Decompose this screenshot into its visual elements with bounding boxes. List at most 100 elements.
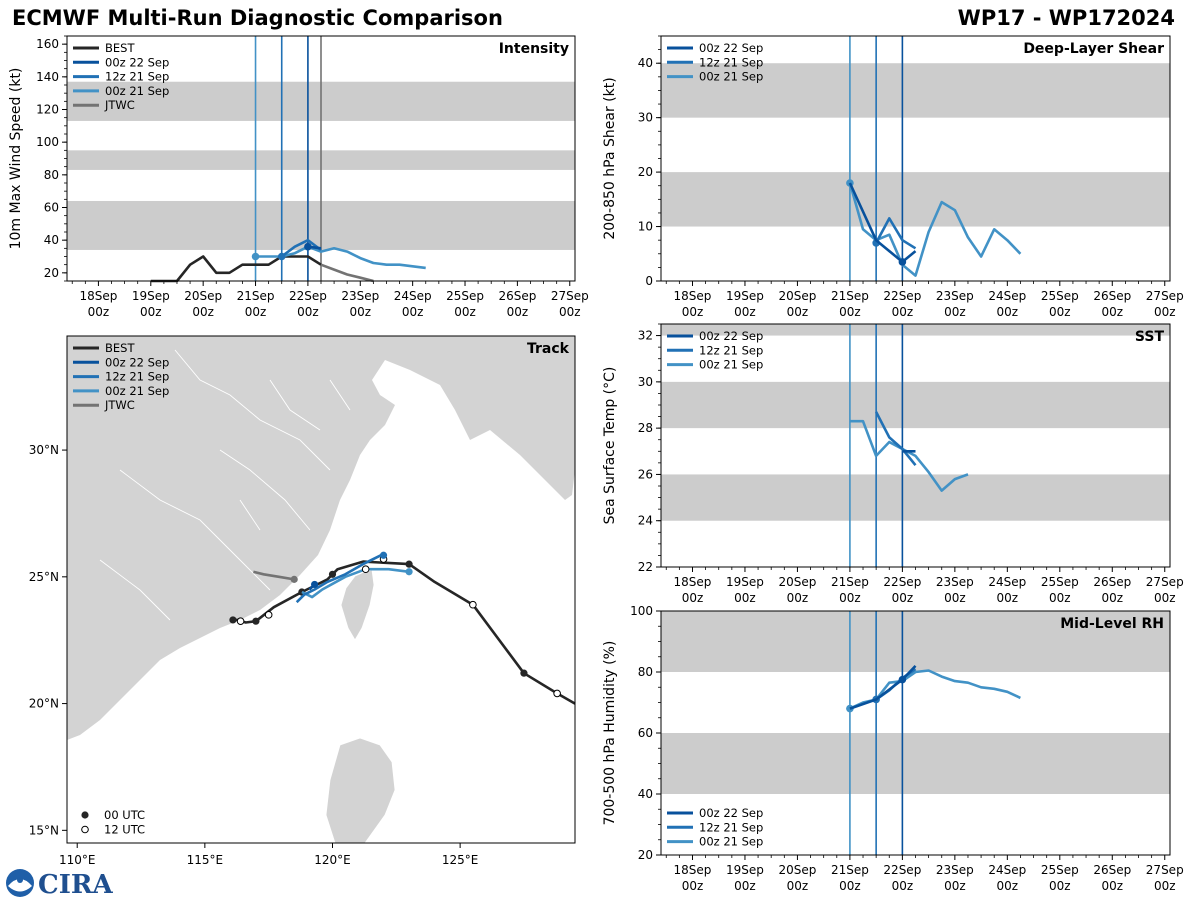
x-tick-label-date: 21Sep [831,575,869,589]
x-tick-label-hour: 00z [892,879,914,893]
x-tick-label-date: 18Sep [674,289,712,303]
legend-label: 12z 21 Sep [699,55,763,69]
y-axis-label: Sea Surface Temp (°C) [602,367,618,525]
y-tick-label: 24 [638,514,653,528]
x-tick-label-hour: 00z [787,305,809,319]
series-line-12z-21-sep [874,411,917,467]
shaded-band [661,474,1170,521]
x-tick-label-date: 23Sep [936,863,974,877]
x-tick-label-date: 27Sep [1146,289,1184,303]
x-tick-label-hour: 00z [1049,591,1071,605]
shaded-band [661,611,1170,672]
panel-title: Mid-Level RH [1060,616,1164,632]
x-tick-label-date: 23Sep [341,289,379,303]
series-line-00z-22-sep [848,182,917,264]
x-tick-label: 125°E [442,853,479,867]
x-tick-label-date: 22Sep [289,289,327,303]
y-tick-label: 40 [44,233,59,247]
x-tick-label-date: 24Sep [988,863,1026,877]
series-line-jtwc [320,263,374,283]
x-tick-label-hour: 00z [1154,305,1176,319]
y-tick-label: 20 [638,165,653,179]
plot-frame [660,610,1171,856]
series-line-best [150,255,322,283]
rh-panel: 20 40 60 80 100 18Sep 00z 19Sep 00z 20Sep 00z 21Sep… [602,604,1184,893]
track-point-00utc [290,575,298,583]
x-tick-label-date: 19Sep [132,289,170,303]
legend-label: 12z 21 Sep [699,343,763,357]
x-tick-label-hour: 00z [997,305,1019,319]
data-point [898,258,907,266]
x-tick-label-hour: 00z [1154,879,1176,893]
track-point-00utc [229,616,237,624]
x-tick-label-hour: 00z [349,305,371,319]
track-point-12utc [236,617,245,625]
track-point-00utc [405,568,413,576]
x-tick-label-hour: 00z [1101,591,1123,605]
cira-logo-text: CIRA [38,870,113,900]
x-tick-label-date: 22Sep [883,575,921,589]
marker-legend-filled [81,811,89,819]
series-line-00z-21-sep [301,567,410,599]
x-tick-label-hour: 00z [140,305,162,319]
y-tick-label: 32 [638,329,653,343]
y-tick-label: 100 [36,135,59,149]
x-tick-label-hour: 00z [245,305,267,319]
legend-label: 00z 21 Sep [105,384,169,398]
data-point [277,252,286,261]
x-tick-label-hour: 00z [892,305,914,319]
legend-label: 12z 21 Sep [105,70,169,84]
track-point-00utc [328,570,337,578]
track-point-12utc [469,600,477,609]
x-tick-label-hour: 00z [682,305,704,319]
series-line-12z-21-sep [280,238,322,258]
x-tick-label-date: 23Sep [936,575,974,589]
track-point-00utc [405,560,413,568]
x-tick-label-date: 21Sep [237,289,275,303]
plot-frame [66,35,576,282]
legend-label: 00z 22 Sep [699,329,763,343]
y-tick-label: 80 [44,168,59,182]
track-point-00utc [379,551,388,559]
x-tick-label-date: 20Sep [778,575,816,589]
noaa-logo-icon [6,869,34,897]
x-tick-label-hour: 00z [1049,305,1071,319]
intensity-panel: 20 40 60 80 100 120 140 160 18Sep 00z 19Sep 00z 20Se… [8,35,589,319]
plot-frame [660,323,1171,568]
x-tick-label-hour: 00z [944,591,966,605]
mainland-china-land [67,336,575,740]
x-tick-label-date: 24Sep [394,289,432,303]
y-tick-label: 0 [645,274,653,288]
y-tick-label: 15°N [29,823,59,837]
land-map [67,336,575,843]
x-tick-label-date: 22Sep [883,289,921,303]
x-tick-label-hour: 00z [787,879,809,893]
series-line-00z-22-sep [849,665,917,710]
x-tick-label-hour: 00z [1101,305,1123,319]
shaded-band [661,172,1170,227]
x-tick-label-date: 18Sep [674,575,712,589]
figure-title: ECMWF Multi-Run Diagnostic Comparison [12,6,503,30]
legend-label: BEST [105,341,135,355]
data-point [251,252,260,261]
logo-block: CIRA [6,869,113,900]
y-tick-label: 100 [630,604,653,618]
x-tick-label-hour: 00z [192,305,214,319]
shear-panel: 0 10 20 30 40 18Sep 00z 19Sep 00z 20Sep 00z 21Sep 00… [602,35,1184,319]
x-tick-label-date: 27Sep [1146,575,1184,589]
marker-legend-label: 12 UTC [104,823,145,837]
x-tick-label-date: 19Sep [726,863,764,877]
panel-title: Intensity [499,41,569,57]
track-point-12utc [264,611,273,619]
x-tick-label-date: 23Sep [936,289,974,303]
legend-label: 00z 22 Sep [105,355,169,369]
y-axis-label: 700-500 hPa Humidity (%) [602,641,618,826]
sst-panel: 22 24 26 28 30 32 18Sep 00z 19Sep 00z 20Sep 00z 21Se… [602,323,1184,605]
y-tick-label: 30 [638,375,653,389]
x-tick-label-hour: 00z [682,591,704,605]
legend-label: BEST [105,41,135,55]
track-point-00utc [311,580,319,589]
x-tick-label-date: 20Sep [778,289,816,303]
x-tick-label-hour: 00z [734,591,756,605]
shaded-band [661,733,1170,794]
